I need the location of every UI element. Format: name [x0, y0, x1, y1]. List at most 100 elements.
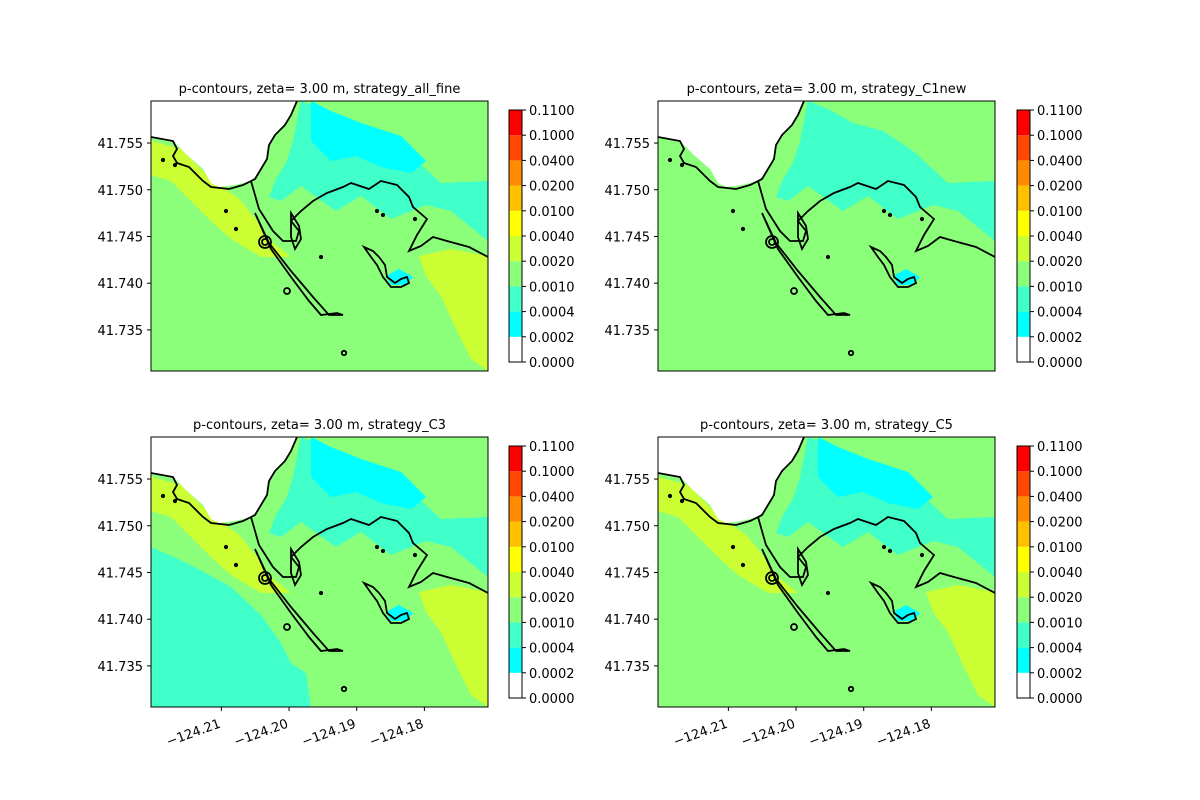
- colorbar-tick-label: 0.0040: [1037, 230, 1083, 245]
- colorbar-segment: [509, 521, 522, 547]
- colorbar-segment: [1017, 286, 1030, 312]
- colorbar-tick-label: 0.1100: [1037, 104, 1083, 119]
- contour-field: [151, 437, 488, 707]
- colorbar-segment: [509, 496, 522, 522]
- colorbar-tick-label: 0.0004: [1037, 306, 1083, 321]
- colorbar-tick-label: 0.1000: [529, 129, 575, 144]
- colorbar-segment: [509, 160, 522, 186]
- y-tick-label: 41.735: [98, 324, 144, 339]
- colorbar-tick-label: 0.0010: [529, 280, 575, 295]
- panel-2: p-contours, zeta= 3.00 m, strategy_C1new…: [605, 82, 1083, 372]
- panel-title: p-contours, zeta= 3.00 m, strategy_C1new: [687, 82, 967, 97]
- colorbar-tick-label: 0.0020: [1037, 591, 1083, 606]
- y-tick-label: 41.735: [605, 660, 651, 675]
- y-tick-label: 41.740: [605, 277, 651, 292]
- colorbar-segment: [509, 135, 522, 161]
- colorbar: 0.0000 0.0002 0.0004 0.0010 0.0020 0.0040 0.01…: [1016, 440, 1083, 707]
- colorbar-segment: [1017, 160, 1030, 186]
- colorbar-segment: [1017, 622, 1030, 648]
- colorbar-segment: [509, 446, 522, 472]
- contour-field: [658, 101, 995, 371]
- colorbar-segment: [1017, 185, 1030, 211]
- colorbar-tick-label: 0.0002: [529, 667, 575, 682]
- colorbar-tick-label: 0.0200: [1037, 516, 1083, 531]
- colorbar: 0.0000 0.0002 0.0004 0.0010 0.0020 0.0040 0.01…: [508, 440, 575, 707]
- colorbar-tick-label: 0.1100: [1037, 440, 1083, 455]
- colorbar-tick-label: 0.0020: [529, 591, 575, 606]
- y-tick-label: 41.750: [605, 184, 651, 199]
- colorbar-tick-label: 0.1000: [1037, 129, 1083, 144]
- colorbar-tick-label: 0.0000: [1037, 356, 1083, 371]
- colorbar-tick-label: 0.0000: [1037, 692, 1083, 707]
- contour-field: [658, 437, 995, 707]
- colorbar-tick-label: 0.0004: [529, 306, 575, 321]
- y-tick-label: 41.745: [98, 566, 144, 581]
- colorbar-tick-label: 0.0020: [529, 255, 575, 270]
- x-tick-label: −124.19: [300, 717, 358, 750]
- panel-title: p-contours, zeta= 3.00 m, strategy_C3: [193, 418, 446, 433]
- colorbar-tick-label: 0.1100: [529, 104, 575, 119]
- colorbar-segment: [509, 210, 522, 236]
- colorbar-segment: [509, 311, 522, 337]
- y-tick-label: 41.755: [98, 137, 144, 152]
- colorbar-segment: [1017, 546, 1030, 572]
- colorbar-segment: [1017, 521, 1030, 547]
- colorbar-segment: [1017, 110, 1030, 136]
- x-tick-label: −124.20: [232, 717, 290, 750]
- x-tick-label: −124.18: [368, 717, 426, 750]
- colorbar-tick-label: 0.0002: [1037, 331, 1083, 346]
- panel-title: p-contours, zeta= 3.00 m, strategy_C5: [700, 418, 953, 433]
- colorbar-segment: [1017, 135, 1030, 161]
- colorbar-tick-label: 0.0000: [529, 356, 575, 371]
- y-tick-label: 41.750: [98, 184, 144, 199]
- y-tick-label: 41.740: [605, 613, 651, 628]
- colorbar-segment: [1017, 572, 1030, 598]
- colorbar-segment: [1017, 496, 1030, 522]
- colorbar-segment: [1017, 471, 1030, 497]
- colorbar-segment: [509, 546, 522, 572]
- colorbar-segment: [509, 471, 522, 497]
- colorbar-segment: [1017, 446, 1030, 472]
- y-tick-label: 41.750: [605, 520, 651, 535]
- colorbar-tick-label: 0.0400: [1037, 490, 1083, 505]
- y-tick-label: 41.735: [98, 660, 144, 675]
- y-tick-label: 41.755: [98, 473, 144, 488]
- colorbar-segment: [509, 110, 522, 136]
- colorbar-tick-label: 0.0040: [529, 230, 575, 245]
- y-tick-label: 41.740: [98, 277, 144, 292]
- colorbar-tick-label: 0.0400: [1037, 154, 1083, 169]
- colorbar-tick-label: 0.0010: [529, 616, 575, 631]
- colorbar-tick-label: 0.0020: [1037, 255, 1083, 270]
- colorbar-tick-label: 0.0100: [529, 205, 575, 220]
- colorbar-segment: [509, 185, 522, 211]
- y-tick-label: 41.750: [98, 520, 144, 535]
- colorbar-segment: [1017, 647, 1030, 673]
- y-tick-label: 41.755: [605, 473, 651, 488]
- colorbar-tick-label: 0.0100: [1037, 205, 1083, 220]
- colorbar-segment: [1017, 336, 1030, 362]
- colorbar-tick-label: 0.0002: [529, 331, 575, 346]
- panel-3: p-contours, zeta= 3.00 m, strategy_C3 41.…: [98, 418, 575, 750]
- colorbar-segment: [509, 336, 522, 362]
- y-tick-label: 41.745: [605, 566, 651, 581]
- colorbar-segment: [1017, 236, 1030, 262]
- colorbar-tick-label: 0.0200: [1037, 180, 1083, 195]
- y-tick-label: 41.755: [605, 137, 651, 152]
- colorbar-segment: [509, 236, 522, 262]
- colorbar-tick-label: 0.0400: [529, 154, 575, 169]
- colorbar-segment: [509, 597, 522, 623]
- colorbar-segment: [509, 672, 522, 698]
- colorbar: 0.0000 0.0002 0.0004 0.0010 0.0020 0.0040 0.01…: [1016, 104, 1083, 371]
- colorbar-tick-label: 0.1000: [529, 465, 575, 480]
- colorbar: 0.0000 0.0002 0.0004 0.0010 0.0020 0.0040 0.01…: [508, 104, 575, 371]
- x-tick-label: −124.19: [807, 717, 865, 750]
- colorbar-segment: [509, 647, 522, 673]
- colorbar-segment: [509, 261, 522, 287]
- colorbar-tick-label: 0.0004: [529, 642, 575, 657]
- colorbar-tick-label: 0.1000: [1037, 465, 1083, 480]
- colorbar-segment: [509, 286, 522, 312]
- colorbar-tick-label: 0.0200: [529, 180, 575, 195]
- colorbar-segment: [1017, 597, 1030, 623]
- colorbar-tick-label: 0.0040: [529, 566, 575, 581]
